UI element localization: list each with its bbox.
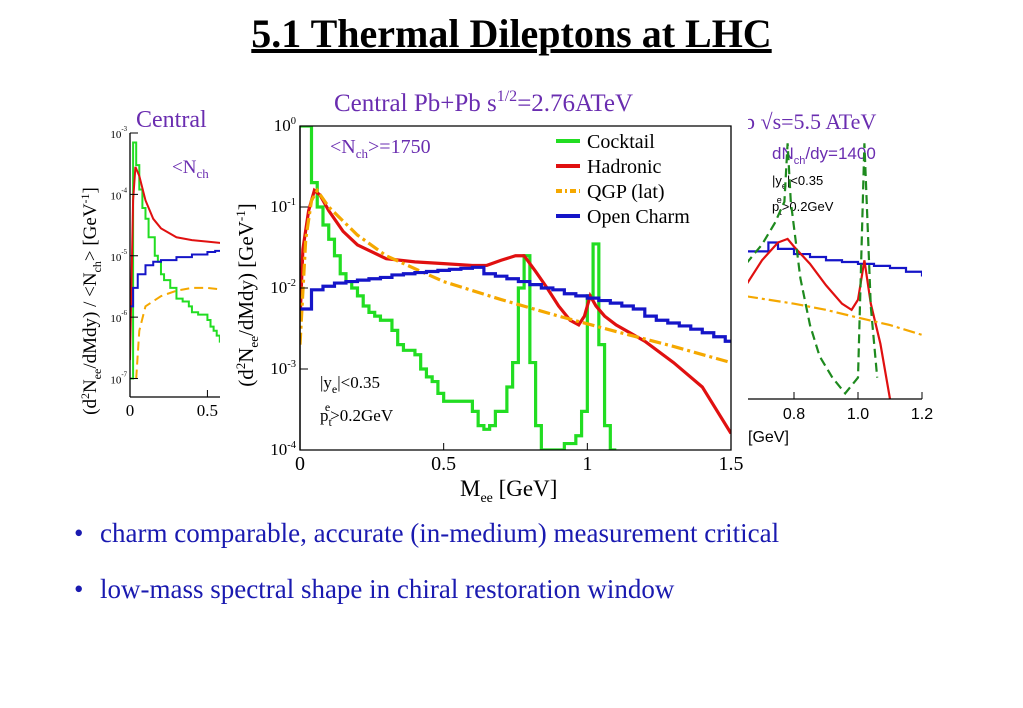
left-nch-annotation: <Nch: [172, 157, 209, 181]
series-cocktail: [300, 126, 617, 450]
y-tick-label: 10-3: [270, 359, 296, 378]
left-panel: Central <Nch (d2Nee/dMdy) / <Nch> [GeV-1…: [66, 93, 221, 448]
main-panel: Central Pb+Pb s1/2=2.76ATeV <Nch>=1750 |…: [220, 69, 748, 515]
x-tick-label: 0.8: [783, 406, 805, 423]
main-chart: Central Pb+Pb s1/2=2.76ATeV <Nch>=1750 |…: [233, 88, 744, 506]
y-tick-label: 10-4: [110, 187, 127, 202]
series-curve-1: [130, 166, 221, 361]
bullet-list: • charm comparable, accurate (in-medium) …: [74, 517, 779, 629]
bullet-dot: •: [74, 518, 84, 548]
right-rapidity-cut: |ye|<0.35: [772, 173, 823, 191]
slide-title: 5.1 Thermal Dileptons at LHC: [251, 11, 772, 56]
x-tick-label: 0.5: [197, 401, 218, 420]
y-tick-label: 10-4: [270, 440, 297, 459]
legend-label: Open Charm: [587, 206, 690, 228]
y-tick-label: 100: [274, 116, 296, 135]
plot-frame: [299, 125, 732, 451]
series-curve-0: [130, 141, 221, 380]
x-tick-label: 0: [126, 401, 135, 420]
x-tick-label: 1.5: [719, 453, 744, 475]
left-chart-title: Central: [136, 107, 207, 133]
y-tick-label: 10-6: [110, 310, 127, 325]
left-y-axis-label: (d2Nee/dMdy) / <Nch> [GeV-1]: [78, 187, 104, 415]
left-chart: Central <Nch (d2Nee/dMdy) / <Nch> [GeV-1…: [78, 107, 221, 420]
legend-label: Hadronic: [587, 156, 662, 178]
rapidity-cut-label: |ye|<0.35: [320, 373, 380, 396]
right-x-axis-label: [GeV]: [748, 429, 789, 446]
main-plot-area: 0 0.5 1 1.5 10-4 10-3 10-2 10-1 100: [270, 116, 743, 475]
y-tick-label: 10-5: [110, 249, 127, 264]
left-plot-area: 0 0.5 10-7 10-6 10-5 10-4 10-3: [110, 126, 221, 420]
x-tick-label: 0.5: [431, 453, 456, 475]
series-hadronic: [300, 187, 731, 435]
series-qgp-lat: [300, 187, 731, 365]
series-curve-2: [135, 286, 221, 379]
bullet-item: • low-mass spectral shape in chiral resto…: [74, 573, 779, 629]
series-curve-3: [748, 295, 922, 336]
right-plot-area: 0.8 1.0 1.2: [748, 143, 933, 423]
bullet-dot: •: [74, 574, 84, 604]
x-tick-label: 0: [295, 453, 305, 475]
right-pt-cut: pte>0.2GeV: [772, 195, 834, 217]
series-open-charm: [300, 265, 731, 343]
right-dnch-annotation: dNch/dy=1400: [772, 144, 876, 167]
bullet-text: low-mass spectral shape in chiral restor…: [100, 574, 675, 604]
x-tick-label: 1.0: [847, 406, 869, 423]
right-panel: b √s=5.5 ATeV dNch/dy=1400 |ye|<0.35 pte…: [748, 105, 938, 452]
pt-cut-label: pte>0.2GeV: [320, 400, 394, 429]
series-curve-2: [748, 143, 879, 396]
right-chart-title: b √s=5.5 ATeV: [748, 109, 876, 134]
legend-label: QGP (lat): [587, 181, 665, 203]
series-curve-3: [130, 249, 221, 308]
bullet-text: charm comparable, accurate (in-medium) m…: [100, 518, 780, 548]
x-tick-label: 1: [582, 453, 592, 475]
y-tick-label: 10-3: [110, 126, 127, 141]
right-chart: b √s=5.5 ATeV dNch/dy=1400 |ye|<0.35 pte…: [748, 109, 933, 446]
main-chart-title: Central Pb+Pb s1/2=2.76ATeV: [334, 88, 633, 117]
main-x-axis-label: Mee [GeV]: [460, 476, 557, 506]
y-tick-label: 10-2: [270, 278, 296, 297]
nch-annotation: <Nch>=1750: [330, 136, 431, 161]
y-tick-label: 10-7: [110, 372, 127, 387]
bullet-item: • charm comparable, accurate (in-medium) …: [74, 517, 779, 573]
legend-label: Cocktail: [587, 131, 655, 153]
legend: Cocktail Hadronic QGP (lat) Open Charm: [556, 131, 690, 228]
main-y-axis-label: (d2Nee/dMdy) [GeV-1]: [233, 203, 261, 386]
x-tick-label: 1.2: [911, 406, 933, 423]
y-tick-label: 10-1: [270, 197, 296, 216]
